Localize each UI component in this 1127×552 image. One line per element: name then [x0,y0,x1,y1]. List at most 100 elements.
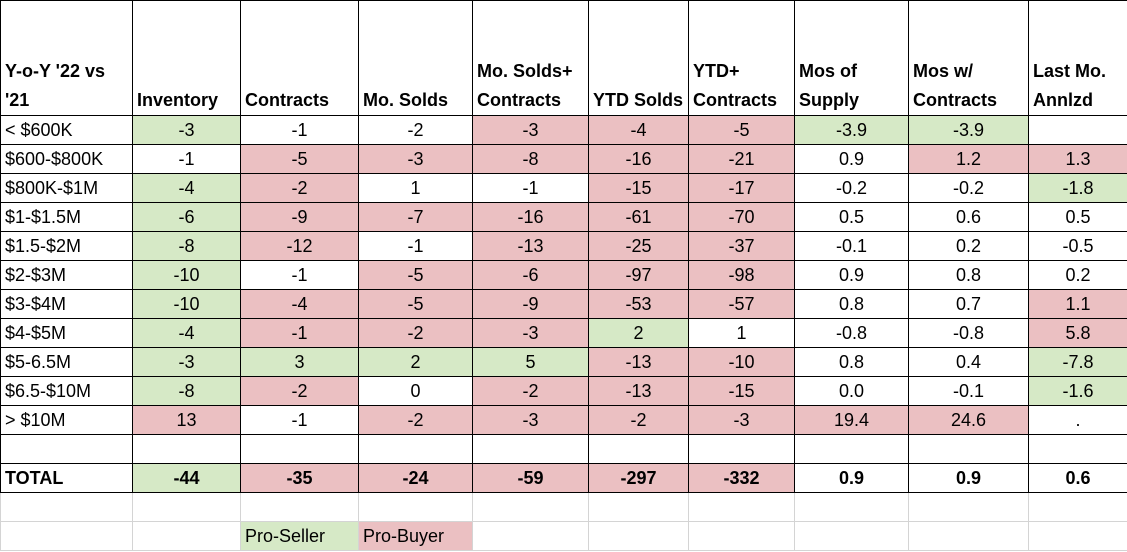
value-cell: 3 [240,347,359,377]
legend-pro-seller: Pro-Seller [240,521,359,551]
value-cell: 0.0 [794,376,909,406]
value-cell: -3 [132,115,241,145]
table-row: $1.5-$2M -8 -12 -1 -13 -25 -37 -0.1 0.2 -0.5 [0,231,1127,261]
value-cell: -1 [240,115,359,145]
value-cell: -8 [132,231,241,261]
value-cell: -16 [472,202,589,232]
empty-cell [688,521,795,551]
value-cell: 0.9 [794,463,909,493]
row-label: $5-6.5M [0,347,133,377]
empty-cell [358,434,473,464]
value-cell: -4 [132,318,241,348]
empty-cell [908,521,1029,551]
row-label: $600-$800K [0,144,133,174]
value-cell: 0.9 [908,463,1029,493]
value-cell: -0.8 [908,318,1029,348]
value-cell: -4 [240,289,359,319]
value-cell: 0.5 [794,202,909,232]
empty-cell [132,521,241,551]
value-cell: -10 [688,347,795,377]
value-cell: 0.4 [908,347,1029,377]
value-cell: -57 [688,289,795,319]
value-cell: -37 [688,231,795,261]
value-cell: 0.2 [908,231,1029,261]
row-label: $2-$3M [0,260,133,290]
value-cell: 0.9 [794,260,909,290]
value-cell [1028,115,1127,145]
value-cell: -2 [358,405,473,435]
value-cell: -5 [688,115,795,145]
value-cell: -1 [358,231,473,261]
empty-cell [794,434,909,464]
empty-cell [472,492,589,522]
value-cell: 19.4 [794,405,909,435]
header-cell: YTD+ Contracts [688,0,795,116]
value-cell: -9 [240,202,359,232]
value-cell: -3 [688,405,795,435]
row-label: TOTAL [0,463,133,493]
value-cell: -1 [240,405,359,435]
value-cell: -3 [472,405,589,435]
header-cell: Inventory [132,0,241,116]
value-cell: -0.2 [908,173,1029,203]
value-cell: 5 [472,347,589,377]
value-cell: -1 [132,144,241,174]
empty-cell [0,521,133,551]
value-cell: -5 [358,289,473,319]
value-cell: -2 [240,173,359,203]
spacer-row [0,434,1127,464]
value-cell: 0.5 [1028,202,1127,232]
value-cell: -0.5 [1028,231,1127,261]
table-row: > $10M 13 -1 -2 -3 -2 -3 19.4 24.6. [0,405,1127,435]
value-cell: 0.8 [908,260,1029,290]
value-cell: -4 [588,115,689,145]
value-cell: -332 [688,463,795,493]
empty-cell [908,434,1029,464]
value-cell: -98 [688,260,795,290]
value-cell: -13 [588,347,689,377]
empty-cell [588,492,689,522]
table-row: $600-$800K -1 -5 -3 -8 -16 -21 0.9 1.2 1.3 [0,144,1127,174]
value-cell: -15 [688,376,795,406]
empty-cell [908,492,1029,522]
header-cell: Mo. Solds+ Contracts [472,0,589,116]
empty-cell [358,492,473,522]
value-cell: 13 [132,405,241,435]
value-cell: -16 [588,144,689,174]
table-row: $3-$4M -10 -4 -5 -9 -53 -57 0.8 0.7 1.1 [0,289,1127,319]
header-cell: YTD Solds [588,0,689,116]
table-row: $6.5-$10M -8 -2 0 -2 -13 -15 0.0 -0.1 -1.6 [0,376,1127,406]
header-cell: Mos w/ Contracts [908,0,1029,116]
table-row: $2-$3M -10 -1 -5 -6 -97 -98 0.9 0.8 0.2 [0,260,1127,290]
value-cell: -13 [472,231,589,261]
empty-cell [588,521,689,551]
row-label: $6.5-$10M [0,376,133,406]
value-cell: -25 [588,231,689,261]
value-cell: 0.6 [908,202,1029,232]
value-cell: -97 [588,260,689,290]
table-row: < $600K -3 -1 -2 -3 -4 -5 -3.9 -3.9 [0,115,1127,145]
empty-cell [0,492,133,522]
empty-cell [132,492,241,522]
value-cell: -0.8 [794,318,909,348]
empty-cell [0,434,133,464]
row-label: > $10M [0,405,133,435]
table-row: $5-6.5M -3 3 2 5 -13 -10 0.8 0.4 -7.8 [0,347,1127,377]
value-cell: 0.2 [1028,260,1127,290]
header-cell: Last Mo. Annlzd [1028,0,1127,116]
empty-cell [472,434,589,464]
header-cell-label: Y-o-Y '22 vs '21 [0,0,133,116]
table-row: $1-$1.5M -6 -9 -7 -16 -61 -70 0.5 0.6 0.5 [0,202,1127,232]
value-cell: -297 [588,463,689,493]
value-cell: -2 [472,376,589,406]
row-label: $1.5-$2M [0,231,133,261]
value-cell: 0.8 [794,289,909,319]
empty-cell [1028,521,1127,551]
value-cell: -5 [240,144,359,174]
header-row: Y-o-Y '22 vs '21 Inventory Contracts Mo.… [0,0,1127,116]
total-row: TOTAL -44 -35 -24 -59 -297 -332 0.9 0.9 0.6 [0,463,1127,493]
value-cell: -3 [132,347,241,377]
value-cell: -35 [240,463,359,493]
value-cell: -53 [588,289,689,319]
value-cell: 2 [358,347,473,377]
